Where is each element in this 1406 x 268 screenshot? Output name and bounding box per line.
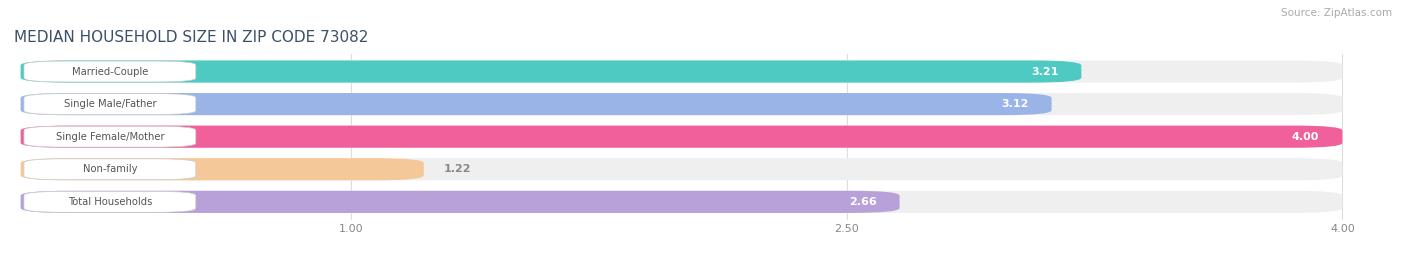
FancyBboxPatch shape [21,158,1343,180]
FancyBboxPatch shape [21,191,1343,213]
FancyBboxPatch shape [21,126,1343,148]
FancyBboxPatch shape [21,61,1343,83]
FancyBboxPatch shape [21,158,423,180]
FancyBboxPatch shape [24,191,195,212]
Text: MEDIAN HOUSEHOLD SIZE IN ZIP CODE 73082: MEDIAN HOUSEHOLD SIZE IN ZIP CODE 73082 [14,31,368,46]
FancyBboxPatch shape [21,191,900,213]
Text: 3.12: 3.12 [1001,99,1028,109]
FancyBboxPatch shape [24,126,195,147]
Text: Single Female/Mother: Single Female/Mother [56,132,165,142]
Text: Non-family: Non-family [83,164,138,174]
Text: Total Households: Total Households [67,197,152,207]
Text: Married-Couple: Married-Couple [72,66,148,77]
Text: Single Male/Father: Single Male/Father [63,99,156,109]
Text: Source: ZipAtlas.com: Source: ZipAtlas.com [1281,8,1392,18]
FancyBboxPatch shape [21,126,1343,148]
FancyBboxPatch shape [21,93,1052,115]
Text: 4.00: 4.00 [1292,132,1319,142]
Text: 1.22: 1.22 [444,164,471,174]
FancyBboxPatch shape [24,159,195,180]
FancyBboxPatch shape [24,61,195,82]
FancyBboxPatch shape [21,93,1343,115]
Text: 2.66: 2.66 [849,197,876,207]
FancyBboxPatch shape [21,61,1081,83]
FancyBboxPatch shape [24,94,195,114]
Text: 3.21: 3.21 [1031,66,1059,77]
